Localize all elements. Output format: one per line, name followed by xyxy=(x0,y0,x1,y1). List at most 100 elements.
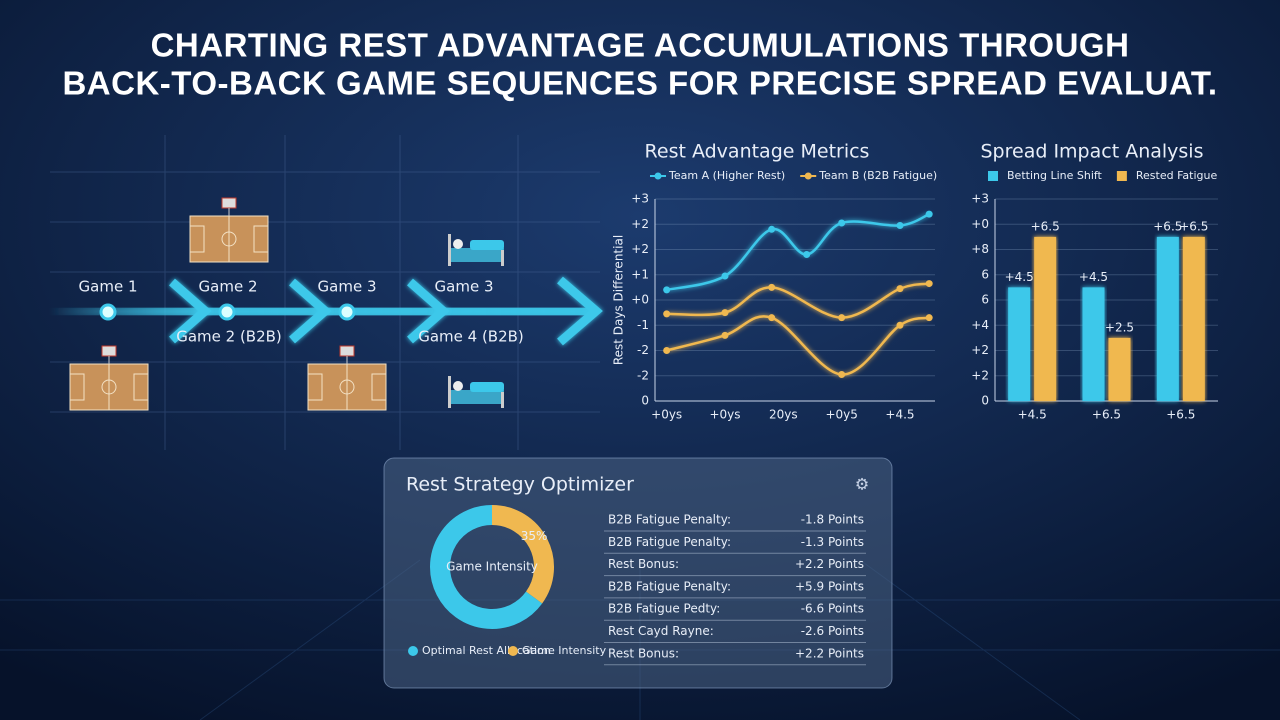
data-point xyxy=(663,310,671,318)
bar xyxy=(1108,337,1131,401)
row-value: -6.6 Points xyxy=(801,602,864,616)
data-point xyxy=(768,283,776,291)
y-tick-label: +1 xyxy=(631,267,649,281)
y-tick-label: -2 xyxy=(637,368,649,382)
x-tick-label: +0ys xyxy=(651,408,682,422)
row-label: Rest Cayd Rayne: xyxy=(608,624,714,638)
legend-label: Betting Line Shift xyxy=(1007,169,1103,182)
data-point xyxy=(663,347,671,354)
data-point xyxy=(838,370,846,378)
data-point xyxy=(896,321,904,329)
y-tick-label: +2 xyxy=(631,242,649,256)
y-tick-label: +0 xyxy=(971,217,989,231)
data-point xyxy=(768,225,776,233)
legend-swatch xyxy=(1116,171,1127,181)
row-label: B2B Fatigue Penalty: xyxy=(608,513,731,527)
data-point xyxy=(925,280,933,288)
data-point xyxy=(896,222,904,230)
data-point xyxy=(768,314,776,322)
game-node xyxy=(218,303,236,321)
game-label: Game 2 (B2B) xyxy=(176,328,282,346)
legend-swatch xyxy=(988,171,998,181)
y-tick-label: +3 xyxy=(971,192,989,206)
y-tick-label: 6 xyxy=(981,293,989,307)
y-tick-label: +2 xyxy=(971,368,989,382)
row-label: B2B Fatigue Pedty: xyxy=(608,602,720,616)
value-label: +4.5 xyxy=(1079,270,1108,284)
data-point xyxy=(803,251,811,259)
value-label: +2.5 xyxy=(1105,320,1134,334)
row-value: -1.3 Points xyxy=(801,535,864,549)
center-label: Game Intensity xyxy=(446,560,538,574)
row-value: +2.2 Points xyxy=(795,557,864,571)
timeline-grid xyxy=(50,135,600,450)
legend-label: Team B (B2B Fatigue) xyxy=(818,169,937,182)
x-tick-label: +4.5 xyxy=(885,408,914,422)
bar xyxy=(1182,236,1205,401)
legend-label: Optimal Rest Allocation xyxy=(422,644,551,657)
x-tick-label: 20ys xyxy=(769,408,798,422)
y-tick-label: 0 xyxy=(641,394,649,408)
timeline-arrows xyxy=(169,276,603,346)
data-point xyxy=(925,314,933,322)
value-label: +6.5 xyxy=(1153,219,1182,233)
value-label: +4.5 xyxy=(1005,270,1034,284)
data-point xyxy=(663,286,671,294)
page-title: BACK-TO-BACK GAME SEQUENCES FOR PRECISE … xyxy=(62,65,1217,102)
settings-icon[interactable]: ⚙ xyxy=(855,475,869,494)
y-tick-label: 0 xyxy=(981,394,989,408)
chart-title: Spread Impact Analysis xyxy=(981,141,1204,163)
legend-marker xyxy=(508,646,518,656)
legend-marker xyxy=(408,646,418,656)
game-node xyxy=(338,303,356,321)
row-value: -2.6 Points xyxy=(801,624,864,638)
x-tick-label: +0ys xyxy=(709,408,740,422)
game-label: Game 4 (B2B) xyxy=(418,328,524,346)
data-point xyxy=(896,285,904,293)
bar xyxy=(1034,236,1057,401)
panel-title: Rest Strategy Optimizer xyxy=(406,474,634,496)
y-tick-label: +8 xyxy=(971,242,989,256)
game-label: Game 2 xyxy=(199,278,258,296)
bar xyxy=(1156,236,1179,401)
value-label: +6.5 xyxy=(1179,219,1208,233)
donut-slice xyxy=(430,505,543,629)
value-label: 35% xyxy=(521,529,548,543)
x-tick-label: +0y5 xyxy=(825,408,857,422)
y-tick-label: +0 xyxy=(631,293,649,307)
donut-slice xyxy=(491,505,554,604)
game-label: Game 3 xyxy=(435,278,494,296)
x-tick-label: +6.5 xyxy=(1166,408,1195,422)
chart-title: Rest Advantage Metrics xyxy=(645,141,870,163)
data-point xyxy=(721,272,729,280)
y-tick-label: +4 xyxy=(971,318,989,332)
y-tick-label: +2 xyxy=(971,343,989,357)
x-tick-label: +4.5 xyxy=(1018,408,1047,422)
game-label: Game 3 xyxy=(318,278,377,296)
legend-marker xyxy=(654,172,662,180)
legend-marker xyxy=(804,172,812,180)
row-label: B2B Fatigue Penalty: xyxy=(608,535,731,549)
page-title: CHARTING REST ADVANTAGE ACCUMULATIONS TH… xyxy=(151,27,1130,64)
data-point xyxy=(838,314,846,322)
row-label: Rest Bonus: xyxy=(608,646,679,660)
data-point xyxy=(925,210,933,218)
y-tick-label: -1 xyxy=(637,318,649,332)
y-tick-label: 6 xyxy=(981,267,989,281)
game-label: Game 1 xyxy=(79,278,138,296)
value-label: +6.5 xyxy=(1031,219,1060,233)
game-node xyxy=(99,303,117,321)
row-label: Rest Bonus: xyxy=(608,557,679,571)
row-value: -1.8 Points xyxy=(801,513,864,527)
row-value: +2.2 Points xyxy=(795,646,864,660)
bar xyxy=(1082,287,1105,401)
legend-label: Game Intensity xyxy=(522,644,607,657)
legend-label: Rested Fatigue xyxy=(1136,169,1218,182)
y-tick-label: +2 xyxy=(631,217,649,231)
data-point xyxy=(721,309,729,317)
row-value: +5.9 Points xyxy=(795,579,864,593)
y-tick-label: +3 xyxy=(631,192,649,206)
data-point xyxy=(838,219,846,227)
timeline: Game 1 Game 2 Game 3 Game 3 Game 2 (B2B)… xyxy=(50,197,603,411)
